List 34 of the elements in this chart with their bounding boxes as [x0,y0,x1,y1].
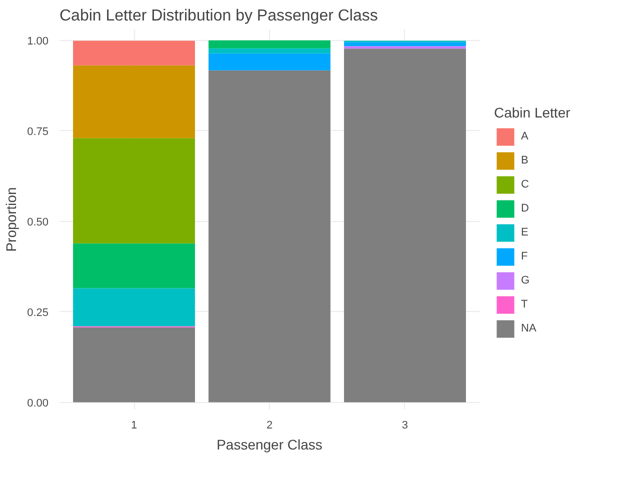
bar [208,48,330,54]
y-tick-label: 1.00 [27,35,49,48]
y-tick-label: 0.75 [27,126,49,138]
y-tick-label: 0.00 [27,397,49,410]
x-tick-label: 1 [130,420,138,432]
legend-label: G [521,274,531,286]
bar [73,138,195,244]
y-tick-label: 0.50 [27,216,49,228]
bar [344,42,466,46]
bar [208,40,330,48]
bar [208,53,330,70]
bar [73,327,195,402]
legend-label: B [521,154,530,166]
bar [73,65,195,138]
legend-label: A [521,130,530,142]
legend-label: NA [521,322,538,334]
legend-label: F [521,250,529,262]
bar [344,46,466,49]
legend-title: Cabin Letter [494,104,570,120]
y-axis-title: Proportion [3,187,20,252]
bar [73,243,195,288]
chart-title: Cabin Letter Distribution by Passenger Class [60,8,378,24]
x-tick-label: 2 [266,420,273,432]
legend-label: T [521,298,529,310]
legend-label: C [521,178,530,190]
y-tick-label: 0.25 [27,306,49,319]
bar [208,70,330,402]
bar [344,48,466,402]
x-axis-title: Passenger Class [216,436,322,452]
bar [73,288,195,326]
bar [73,40,195,66]
x-tick-label: 3 [402,420,408,432]
legend-label: D [521,202,530,214]
legend-label: E [521,226,530,238]
